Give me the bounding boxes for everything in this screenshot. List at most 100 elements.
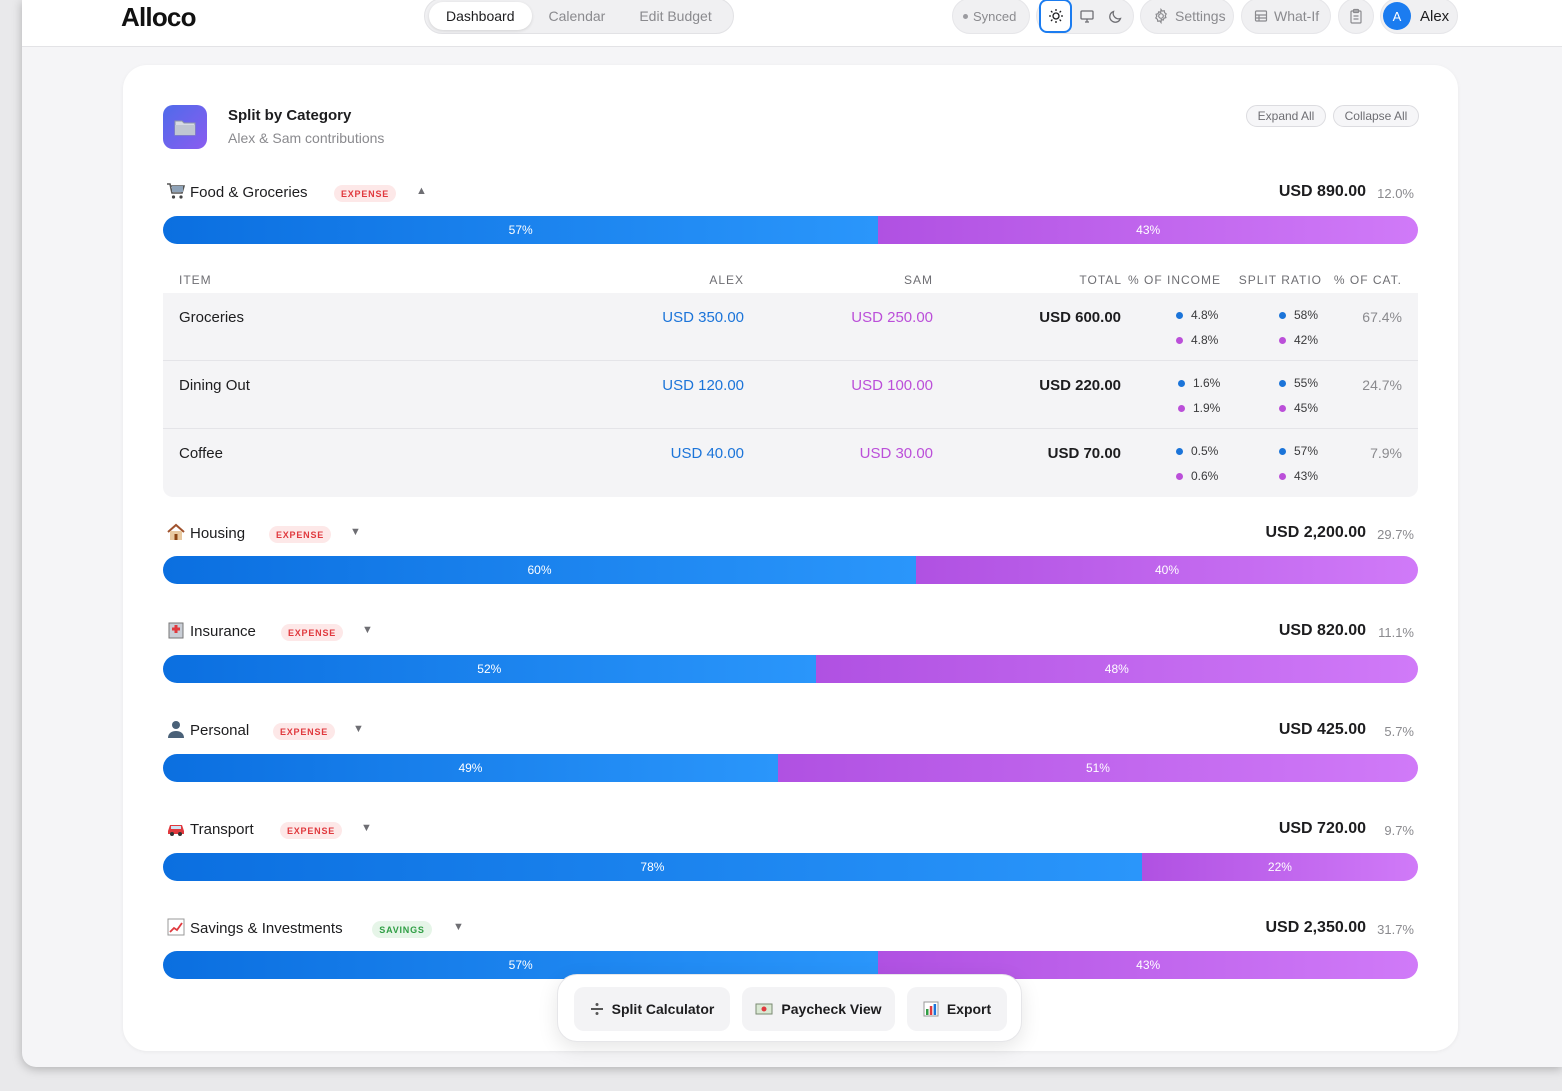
table-row: Dining Out USD 120.00 USD 100.00 USD 220… bbox=[163, 361, 1418, 429]
table-header: ITEM ALEX SAM TOTAL % OF INCOME SPLIT RA… bbox=[163, 265, 1418, 293]
split-by-category-card: Split by Category Alex & Sam contributio… bbox=[123, 65, 1458, 1051]
sam-segment: 22% bbox=[1141, 853, 1418, 881]
tab-calendar[interactable]: Calendar bbox=[548, 8, 606, 24]
split-bar: 60% 40% bbox=[163, 556, 1418, 584]
chevron-down-icon[interactable]: ▼ bbox=[362, 624, 373, 636]
category-name: Housing bbox=[190, 525, 246, 542]
what-if-button[interactable]: What-If bbox=[1241, 0, 1331, 34]
bar-chart-icon bbox=[923, 1001, 939, 1017]
chevron-down-icon[interactable]: ▼ bbox=[361, 822, 372, 834]
category-transport: Transport EXPENSE ▼ USD 720.00 9.7% 78% … bbox=[163, 816, 1418, 881]
sam-segment: 40% bbox=[916, 556, 1418, 584]
category-percent: 5.7% bbox=[1384, 724, 1414, 739]
card-title: Split by Category bbox=[228, 107, 352, 124]
income-alex: 0.5% bbox=[1176, 444, 1218, 458]
paycheck-view-button[interactable]: Paycheck View bbox=[742, 987, 895, 1031]
table-row: Groceries USD 350.00 USD 250.00 USD 600.… bbox=[163, 293, 1418, 361]
split-bar: 78% 22% bbox=[163, 853, 1418, 881]
sam-amount: USD 100.00 bbox=[851, 377, 933, 394]
income-sam: 1.9% bbox=[1178, 401, 1220, 415]
alex-segment: 49% bbox=[163, 754, 778, 782]
folder-icon bbox=[163, 105, 207, 149]
paycheck-view-label: Paycheck View bbox=[781, 1001, 882, 1017]
ratio-alex: 57% bbox=[1279, 444, 1318, 458]
cart-icon bbox=[167, 183, 186, 199]
category-percent: 11.1% bbox=[1378, 625, 1414, 640]
category-header[interactable]: Personal EXPENSE ▼ USD 425.00 5.7% bbox=[163, 717, 1418, 743]
clipboard-button[interactable] bbox=[1338, 0, 1374, 34]
income-sam: 0.6% bbox=[1176, 469, 1218, 483]
category-percent: 12.0% bbox=[1377, 186, 1414, 201]
item-name: Dining Out bbox=[179, 377, 250, 394]
hospital-icon bbox=[168, 622, 184, 639]
expense-badge: EXPENSE bbox=[273, 723, 335, 740]
alex-segment: 57% bbox=[163, 216, 879, 244]
category-savings-investments: Savings & Investments SAVINGS ▼ USD 2,35… bbox=[163, 915, 1418, 979]
category-amount: USD 2,200.00 bbox=[1265, 524, 1366, 541]
category-amount: USD 720.00 bbox=[1278, 820, 1366, 837]
sam-amount: USD 30.00 bbox=[859, 445, 933, 462]
income-alex: 1.6% bbox=[1178, 376, 1220, 390]
expense-badge: EXPENSE bbox=[269, 526, 331, 543]
chart-up-icon bbox=[167, 918, 185, 936]
house-icon bbox=[167, 523, 185, 540]
export-button[interactable]: Export bbox=[907, 987, 1007, 1031]
system-theme-button[interactable] bbox=[1072, 0, 1101, 32]
floating-action-bar: Split Calculator Paycheck View Export bbox=[557, 974, 1022, 1042]
monitor-icon bbox=[1080, 10, 1094, 23]
category-amount: USD 425.00 bbox=[1278, 721, 1366, 738]
items-table: Groceries USD 350.00 USD 250.00 USD 600.… bbox=[163, 293, 1418, 497]
split-calculator-label: Split Calculator bbox=[611, 1001, 715, 1017]
col-item: ITEM bbox=[179, 273, 212, 287]
pct-of-category: 67.4% bbox=[1362, 309, 1402, 325]
category-personal: Personal EXPENSE ▼ USD 425.00 5.7% 49% 5… bbox=[163, 717, 1418, 782]
user-name: Alex bbox=[1420, 7, 1450, 25]
settings-button[interactable]: Settings bbox=[1140, 0, 1234, 34]
category-percent: 9.7% bbox=[1384, 823, 1414, 838]
chevron-down-icon[interactable]: ▼ bbox=[453, 921, 464, 933]
income-sam: 4.8% bbox=[1176, 333, 1218, 347]
tab-edit-budget[interactable]: Edit Budget bbox=[639, 8, 712, 24]
tab-dashboard[interactable]: Dashboard bbox=[429, 2, 532, 30]
split-bar: 57% 43% bbox=[163, 216, 1418, 244]
col-split-ratio: SPLIT RATIO bbox=[1238, 273, 1322, 287]
dark-theme-button[interactable] bbox=[1102, 0, 1131, 32]
user-menu[interactable]: A Alex bbox=[1380, 0, 1458, 34]
car-icon bbox=[168, 825, 184, 836]
sun-icon bbox=[1048, 9, 1063, 23]
alex-amount: USD 350.00 bbox=[662, 309, 744, 326]
savings-badge: SAVINGS bbox=[372, 921, 432, 938]
category-header[interactable]: Food & Groceries EXPENSE ▲ USD 890.00 12… bbox=[163, 179, 1418, 205]
sam-segment: 51% bbox=[777, 754, 1418, 782]
category-header[interactable]: Savings & Investments SAVINGS ▼ USD 2,35… bbox=[163, 915, 1418, 941]
category-header[interactable]: Insurance EXPENSE ▼ USD 820.00 11.1% bbox=[163, 618, 1418, 644]
what-if-label: What-If bbox=[1274, 8, 1320, 24]
pct-of-category: 7.9% bbox=[1370, 445, 1402, 461]
pct-of-category: 24.7% bbox=[1362, 377, 1402, 393]
category-name: Personal bbox=[190, 722, 250, 739]
sync-status-label: Synced bbox=[973, 8, 1017, 24]
col-pct-income: % OF INCOME bbox=[1127, 273, 1221, 287]
split-bar: 49% 51% bbox=[163, 754, 1418, 782]
category-header[interactable]: Housing EXPENSE ▼ USD 2,200.00 29.7% bbox=[163, 520, 1418, 546]
collapse-all-button[interactable]: Collapse All bbox=[1333, 105, 1419, 127]
category-percent: 31.7% bbox=[1377, 922, 1414, 937]
table-row: Coffee USD 40.00 USD 30.00 USD 70.00 0.5… bbox=[163, 429, 1418, 497]
category-food-groceries: Food & Groceries EXPENSE ▲ USD 890.00 12… bbox=[163, 179, 1418, 244]
gear-icon bbox=[1155, 8, 1167, 24]
avatar: A bbox=[1383, 2, 1411, 30]
split-calculator-button[interactable]: Split Calculator bbox=[574, 987, 730, 1031]
ratio-sam: 45% bbox=[1279, 401, 1318, 415]
export-label: Export bbox=[946, 1001, 992, 1017]
sam-segment: 43% bbox=[878, 216, 1418, 244]
alex-segment: 60% bbox=[163, 556, 916, 584]
chevron-down-icon[interactable]: ▼ bbox=[353, 723, 364, 735]
light-theme-button[interactable] bbox=[1039, 0, 1073, 33]
category-header[interactable]: Transport EXPENSE ▼ USD 720.00 9.7% bbox=[163, 816, 1418, 842]
expand-all-button[interactable]: Expand All bbox=[1246, 105, 1326, 127]
col-pct-cat: % OF CAT. bbox=[1333, 273, 1402, 287]
sam-amount: USD 250.00 bbox=[851, 309, 933, 326]
ratio-alex: 58% bbox=[1279, 308, 1318, 322]
chevron-down-icon[interactable]: ▼ bbox=[350, 526, 361, 538]
chevron-up-icon[interactable]: ▲ bbox=[416, 185, 427, 197]
